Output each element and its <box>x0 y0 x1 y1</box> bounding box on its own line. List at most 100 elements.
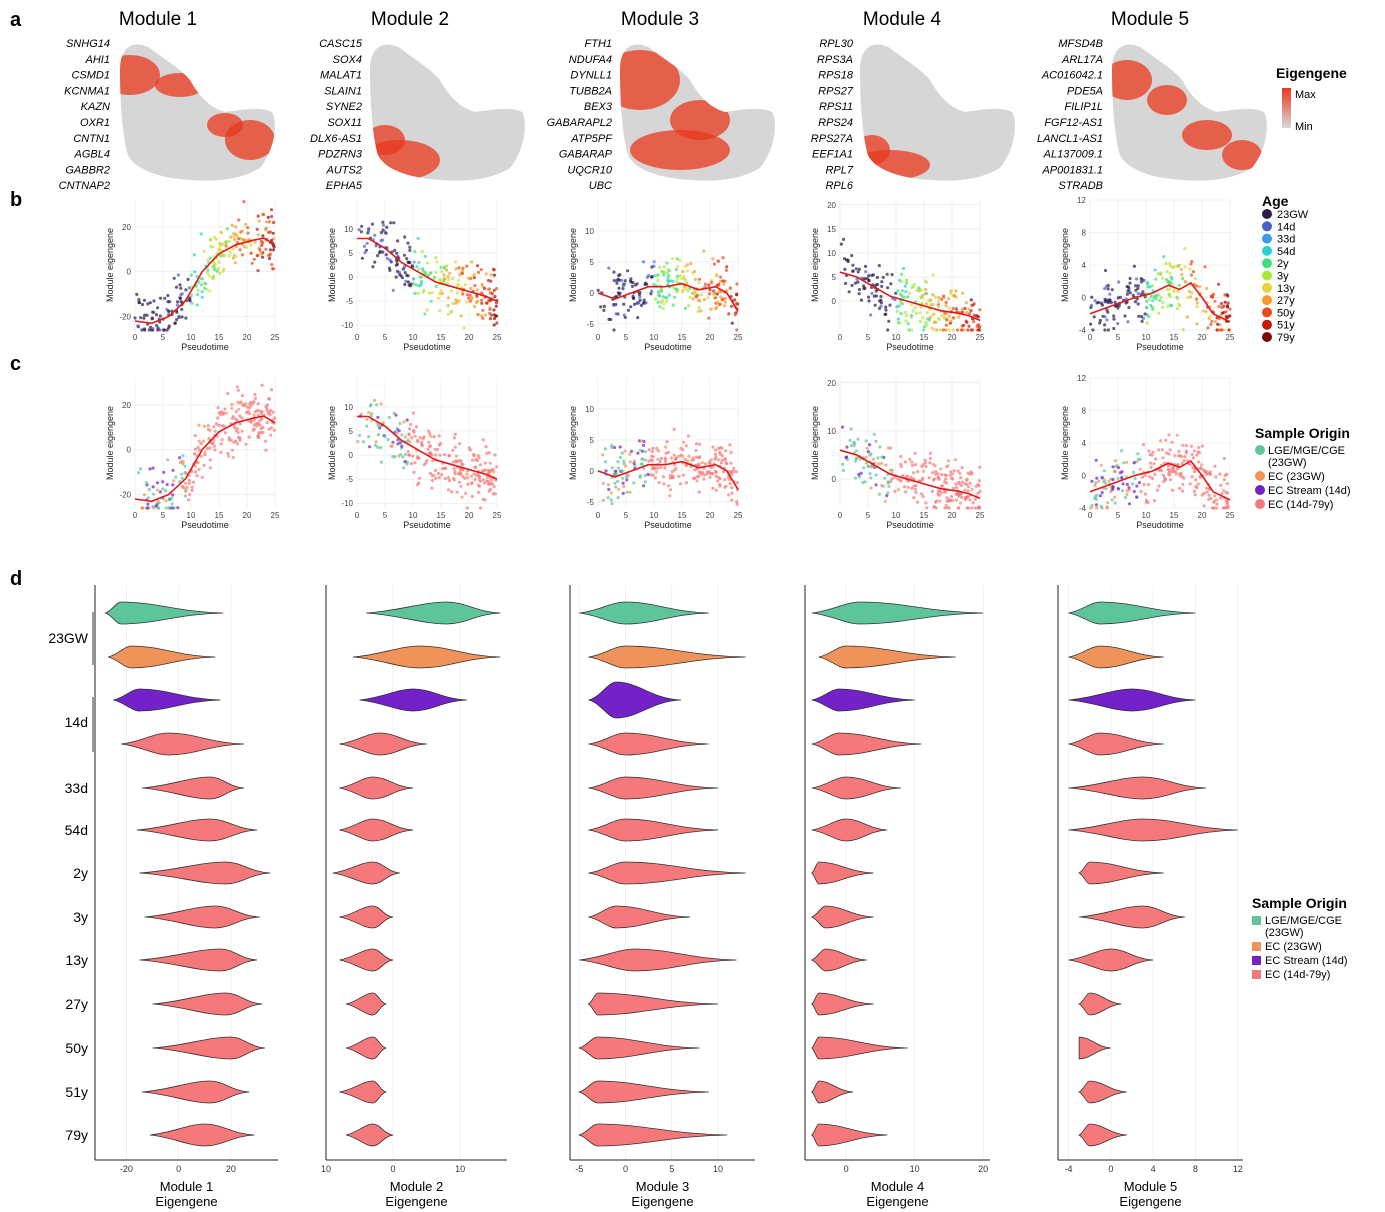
scatter-point <box>139 467 143 471</box>
scatter-points <box>357 220 499 330</box>
scatter-point <box>683 264 687 268</box>
scatter-point <box>466 276 470 280</box>
scatter-point <box>941 328 945 332</box>
scatter-point <box>147 487 151 492</box>
violin-shape <box>107 645 216 669</box>
scatter-point <box>909 314 914 318</box>
scatter-point <box>1111 465 1115 469</box>
scatter-point <box>978 489 982 494</box>
violin-shape <box>818 645 956 669</box>
scatter-point <box>156 499 160 503</box>
scatter-point <box>629 277 633 281</box>
scatter-point <box>390 444 394 448</box>
scatter-point <box>712 291 716 295</box>
scatter-point <box>238 401 242 405</box>
scatter-point <box>468 277 472 281</box>
scatter-point <box>1100 506 1104 510</box>
scatter-point <box>629 305 633 309</box>
scatter-point <box>402 266 406 270</box>
x-tick-label: 25 <box>493 511 502 520</box>
scatter-point <box>1202 504 1206 508</box>
scatter-point <box>1225 500 1229 504</box>
scatter-point <box>631 294 635 298</box>
x-axis-label: Pseudotime <box>181 342 229 352</box>
scatter-point <box>933 295 937 299</box>
scatter-point <box>652 264 656 268</box>
scatter-point <box>208 274 212 278</box>
scatter-point <box>465 472 469 476</box>
module-2-title: Module 2 <box>371 9 449 30</box>
y-tick-label: 20 <box>122 401 131 410</box>
x-tick-label: 25 <box>1226 511 1235 520</box>
scatter-point <box>1141 443 1146 447</box>
scatter-point <box>217 266 221 271</box>
scatter-point <box>237 407 241 411</box>
scatter-point <box>1213 299 1217 303</box>
x-tick-label: 25 <box>493 333 502 342</box>
scatter-point <box>479 268 483 272</box>
scatter-point <box>951 306 955 311</box>
scatter-point <box>689 458 694 462</box>
scatter-point <box>876 456 880 460</box>
violin-shape <box>811 601 984 625</box>
scatter-point <box>199 454 203 458</box>
scatter-point <box>136 324 140 328</box>
scatter-point <box>411 454 415 458</box>
scatter-point <box>267 220 271 224</box>
scatter-point <box>218 412 222 416</box>
scatter-point <box>406 280 410 284</box>
scatter-point <box>697 490 701 494</box>
scatter-point <box>677 454 681 458</box>
scatter-point <box>857 267 861 271</box>
scatter-point <box>946 297 951 301</box>
scatter-point <box>1152 499 1157 503</box>
scatter-point <box>721 256 725 260</box>
scatter-point <box>730 486 734 490</box>
umap-module-3 <box>620 44 775 181</box>
scatter-point <box>678 274 682 278</box>
scatter-point <box>958 492 963 496</box>
scatter-point <box>373 443 377 447</box>
scatter-point <box>638 474 642 478</box>
scatter-point <box>928 315 932 319</box>
sample-origin-legend-d-label: EC (23GW) <box>1265 941 1322 953</box>
scatter-point <box>379 239 383 243</box>
scatter-point <box>449 310 453 314</box>
scatter-point <box>940 473 944 477</box>
scatter-point <box>697 281 701 285</box>
scatter-point <box>872 432 876 436</box>
scatter-point <box>668 279 673 283</box>
scatter-point <box>626 269 630 273</box>
violin-shape <box>152 992 263 1016</box>
scatter-point <box>427 429 431 433</box>
scatter-point <box>661 298 665 302</box>
scatter-point <box>478 506 483 510</box>
scatter-point <box>859 471 863 475</box>
scatter-point <box>864 270 868 274</box>
scatter-point <box>220 231 224 235</box>
x-tick-label: 5 <box>669 1164 674 1174</box>
scatter-point <box>417 481 421 485</box>
scatter-point <box>470 296 474 300</box>
y-tick-label: -5 <box>587 498 595 507</box>
scatter-point <box>843 267 847 271</box>
scatter-point <box>869 465 873 469</box>
scatter-point <box>230 448 234 452</box>
scatter-point <box>932 320 936 324</box>
scatter-point <box>432 435 436 439</box>
y-tick-label: -4 <box>1079 326 1087 335</box>
scatter-point <box>1132 489 1136 494</box>
scatter-point <box>1190 452 1194 457</box>
violin-shape <box>339 905 394 929</box>
scatter-point <box>212 444 216 448</box>
umap-hotspot <box>630 130 730 170</box>
scatter-point <box>877 264 881 268</box>
scatter-point <box>1220 311 1224 315</box>
scatter-point <box>727 493 731 497</box>
scatter-point <box>434 453 438 457</box>
gene-label: SOX11 <box>327 117 362 129</box>
scatter-point <box>895 309 899 313</box>
scatter-point <box>373 260 377 264</box>
scatter-point <box>844 281 848 285</box>
scatter-point <box>716 458 720 462</box>
